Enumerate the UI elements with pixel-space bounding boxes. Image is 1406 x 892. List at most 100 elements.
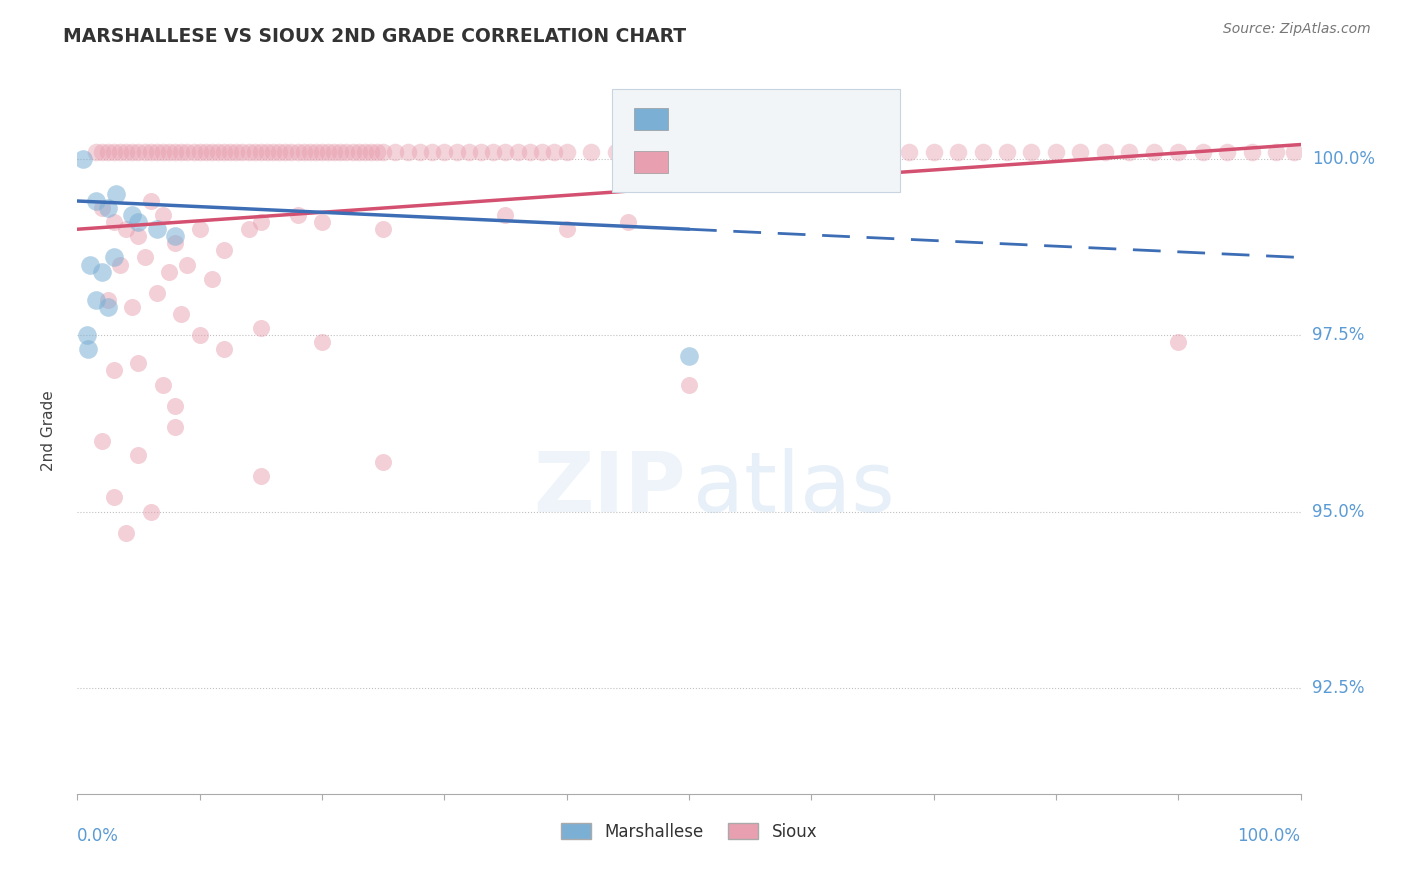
Point [280, 145, 302, 159]
Point [287, 145, 309, 159]
Point [170, 145, 193, 159]
Point [360, 145, 382, 159]
Point [97, 293, 120, 307]
Point [702, 145, 724, 159]
Point [127, 215, 149, 229]
Point [605, 145, 627, 159]
Point [800, 145, 823, 159]
Point [212, 343, 235, 357]
Text: 132: 132 [825, 154, 858, 169]
Point [219, 145, 242, 159]
Text: 97.5%: 97.5% [1312, 326, 1364, 344]
Point [127, 356, 149, 370]
Point [108, 145, 131, 159]
Point [115, 525, 138, 540]
Point [274, 145, 297, 159]
Point [849, 145, 872, 159]
Point [1284, 145, 1306, 159]
Point [446, 145, 468, 159]
Point [103, 251, 125, 265]
Point [121, 208, 143, 222]
Point [543, 145, 565, 159]
Point [97, 201, 120, 215]
Point [776, 145, 799, 159]
Text: Source: ZipAtlas.com: Source: ZipAtlas.com [1223, 22, 1371, 37]
Point [628, 145, 651, 159]
Point [90, 145, 112, 159]
Point [1167, 335, 1189, 350]
Point [250, 469, 273, 483]
Point [170, 307, 193, 321]
Point [79, 258, 101, 272]
Point [212, 145, 235, 159]
Point [139, 194, 162, 208]
Point [84, 194, 107, 208]
Point [201, 271, 224, 285]
Point [103, 363, 125, 377]
Point [1240, 145, 1263, 159]
Point [995, 145, 1018, 159]
Point [1021, 145, 1043, 159]
Point [353, 145, 375, 159]
Point [90, 264, 112, 278]
Point [269, 145, 291, 159]
Text: MARSHALLESE VS SIOUX 2ND GRADE CORRELATION CHART: MARSHALLESE VS SIOUX 2ND GRADE CORRELATI… [63, 27, 686, 45]
Point [152, 208, 174, 222]
Point [555, 222, 578, 236]
Point [678, 377, 700, 392]
Point [922, 145, 945, 159]
Point [84, 293, 107, 307]
Point [409, 145, 432, 159]
Point [457, 145, 479, 159]
Point [157, 145, 180, 159]
Point [555, 145, 578, 159]
Point [103, 491, 125, 505]
Point [90, 201, 112, 215]
Point [366, 145, 388, 159]
Point [470, 145, 492, 159]
Point [1143, 145, 1166, 159]
Point [506, 145, 529, 159]
Point [152, 377, 174, 392]
Point [1216, 145, 1239, 159]
Point [183, 145, 205, 159]
Point [176, 258, 198, 272]
Text: ZIP: ZIP [533, 448, 685, 529]
Point [146, 222, 169, 236]
Point [292, 145, 315, 159]
Text: 100.0%: 100.0% [1312, 150, 1375, 168]
Point [127, 448, 149, 462]
Point [250, 215, 273, 229]
Point [250, 145, 273, 159]
Point [201, 145, 224, 159]
Text: 0.387: 0.387 [723, 154, 776, 169]
Point [335, 145, 357, 159]
Point [103, 145, 125, 159]
Point [188, 145, 211, 159]
Point [238, 222, 260, 236]
Point [531, 145, 554, 159]
Point [165, 399, 187, 413]
Point [946, 145, 969, 159]
Legend: Marshallese, Sioux: Marshallese, Sioux [554, 816, 824, 847]
Point [1191, 145, 1213, 159]
Point [90, 434, 112, 448]
Point [165, 236, 187, 251]
Point [433, 145, 456, 159]
Point [824, 145, 846, 159]
Point [231, 145, 253, 159]
Text: 16: 16 [825, 112, 852, 127]
Text: -0.093: -0.093 [723, 112, 778, 127]
Point [165, 229, 187, 244]
Point [316, 145, 339, 159]
Point [152, 145, 174, 159]
Point [972, 145, 994, 159]
Point [134, 251, 156, 265]
Point [1118, 145, 1140, 159]
Point [329, 145, 352, 159]
Point [298, 145, 321, 159]
Text: atlas: atlas [693, 448, 894, 529]
Point [347, 145, 370, 159]
Point [127, 229, 149, 244]
Point [250, 321, 273, 335]
